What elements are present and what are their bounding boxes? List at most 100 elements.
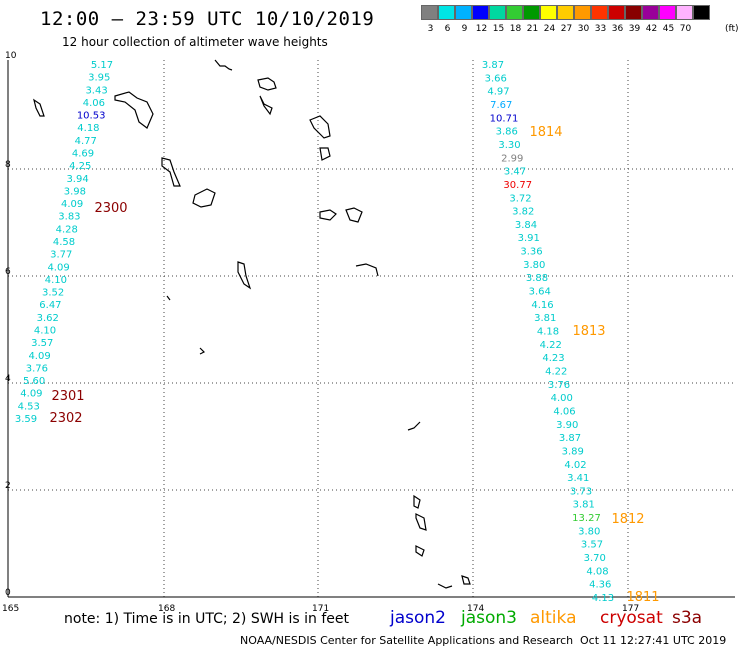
colorbar-label: 36 bbox=[611, 24, 624, 34]
map-title: 12:00 – 23:59 UTC 10/10/2019 bbox=[40, 8, 375, 30]
wave-height-value: 4.00 bbox=[551, 393, 573, 404]
pass-time-label: 1812 bbox=[611, 512, 644, 527]
wave-height-value: 4.06 bbox=[553, 406, 575, 417]
wave-height-value: 3.88 bbox=[526, 273, 548, 284]
wave-height-value: 4.10 bbox=[45, 275, 67, 286]
pass-time-label: 2302 bbox=[49, 411, 82, 426]
wave-height-value: 3.72 bbox=[509, 193, 531, 204]
wave-height-value: 2.99 bbox=[501, 153, 523, 164]
island-outline bbox=[166, 295, 171, 301]
legend-jason2: jason2 bbox=[390, 608, 446, 628]
lat-tick-label: 2 bbox=[5, 481, 11, 491]
pass-time-label: 2300 bbox=[94, 201, 127, 216]
colorbar-label: 21 bbox=[526, 24, 539, 34]
colorbar-label: 18 bbox=[509, 24, 522, 34]
wave-height-value: 10.53 bbox=[77, 111, 106, 122]
wave-height-value: 3.80 bbox=[578, 526, 600, 537]
pass-time-labels: 2300 2301 2302 1814 1813 1812 1811 bbox=[49, 125, 659, 605]
colorbar-swatch bbox=[489, 5, 506, 20]
island-outline bbox=[437, 583, 453, 589]
island-outline bbox=[345, 207, 363, 223]
wave-height-value: 4.36 bbox=[589, 580, 611, 591]
wave-height-value: 3.41 bbox=[567, 473, 589, 484]
wave-height-value: 3.89 bbox=[562, 446, 584, 457]
wave-height-value: 4.09 bbox=[61, 199, 83, 210]
wave-height-value: 4.97 bbox=[487, 87, 509, 98]
colorbar-swatch bbox=[421, 5, 438, 20]
wave-height-value: 4.25 bbox=[69, 161, 91, 172]
island-outline bbox=[199, 347, 206, 355]
island-outline bbox=[259, 95, 273, 116]
wave-height-value: 3.76 bbox=[26, 363, 48, 374]
wave-height-value: 4.58 bbox=[53, 237, 75, 248]
island-outline bbox=[114, 91, 154, 129]
wave-height-value: 3.84 bbox=[515, 220, 537, 231]
island-outline bbox=[33, 98, 45, 117]
wave-height-value: 5.17 bbox=[91, 60, 113, 71]
generated-timestamp: Oct 11 12:27:41 UTC 2019 bbox=[580, 634, 727, 647]
island-outline bbox=[407, 421, 421, 431]
colorbar-swatch bbox=[659, 5, 676, 20]
legend-s3a: s3a bbox=[672, 608, 703, 628]
wave-height-value: 6.47 bbox=[39, 300, 61, 311]
legend-altika: altika bbox=[530, 608, 577, 628]
colorbar-swatch bbox=[540, 5, 557, 20]
island-outline bbox=[237, 261, 252, 290]
wave-height-value: 3.43 bbox=[85, 85, 107, 96]
wave-height-value: 4.28 bbox=[56, 224, 78, 235]
map-subtitle: 12 hour collection of altimeter wave hei… bbox=[62, 35, 328, 49]
lon-tick-label: 174 bbox=[467, 604, 484, 614]
wave-height-value: 3.81 bbox=[534, 313, 556, 324]
lat-tick-label: 4 bbox=[5, 374, 11, 384]
wave-height-value: 4.06 bbox=[83, 98, 105, 109]
colorbar-label: 42 bbox=[645, 24, 658, 34]
wave-height-value: 4.09 bbox=[28, 351, 50, 362]
pass-time-label: 1811 bbox=[626, 590, 659, 605]
colorbar-swatch bbox=[608, 5, 625, 20]
wave-height-value: 30.77 bbox=[503, 180, 532, 191]
wave-height-value: 3.30 bbox=[498, 140, 520, 151]
wave-height-value: 4.23 bbox=[542, 353, 564, 364]
wave-height-value: 4.09 bbox=[20, 389, 42, 400]
wave-height-value: 3.91 bbox=[518, 233, 540, 244]
island-outline bbox=[355, 263, 379, 277]
wave-height-value: 3.76 bbox=[548, 380, 570, 391]
wave-height-value: 3.86 bbox=[496, 127, 518, 138]
wave-height-value: 4.08 bbox=[586, 566, 608, 577]
colorbar-swatch bbox=[455, 5, 472, 20]
wave-height-value: 10.71 bbox=[490, 113, 519, 124]
colorbar-label: 27 bbox=[560, 24, 573, 34]
colorbar-swatch bbox=[506, 5, 523, 20]
units-note: note: 1) Time is in UTC; 2) SWH is in fe… bbox=[64, 611, 350, 627]
island-outline bbox=[192, 188, 216, 208]
wave-height-value: 3.87 bbox=[559, 433, 581, 444]
island-outline bbox=[309, 115, 331, 139]
colorbar-swatch bbox=[438, 5, 455, 20]
lon-tick-label: 177 bbox=[622, 604, 639, 614]
wave-height-value: 3.87 bbox=[482, 60, 504, 71]
lat-tick-label: 0 bbox=[5, 588, 11, 598]
wave-height-value: 4.69 bbox=[72, 149, 94, 160]
wave-height-value: 4.16 bbox=[531, 300, 553, 311]
wave-height-value: 3.95 bbox=[88, 73, 110, 84]
colorbar-label: 6 bbox=[444, 24, 451, 34]
pass-time-label: 1813 bbox=[572, 324, 605, 339]
wave-height-value: 3.64 bbox=[529, 287, 551, 298]
wave-height-value: 3.81 bbox=[573, 500, 595, 511]
wave-height-value: 3.57 bbox=[581, 540, 603, 551]
island-outline bbox=[415, 513, 427, 531]
wave-height-value: 4.13 bbox=[592, 593, 614, 604]
colorbar-swatch bbox=[693, 5, 710, 20]
wave-height-value: 5.60 bbox=[23, 376, 45, 387]
lon-tick-label: 168 bbox=[158, 604, 175, 614]
wave-height-value: 3.59 bbox=[15, 414, 37, 425]
colorbar-label: 33 bbox=[594, 24, 607, 34]
wave-height-value: 3.57 bbox=[31, 338, 53, 349]
colorbar-swatch bbox=[642, 5, 659, 20]
lon-tick-label: 165 bbox=[2, 604, 19, 614]
colorbar-label: 30 bbox=[577, 24, 590, 34]
island-outline bbox=[161, 157, 181, 187]
wave-height-value: 3.94 bbox=[66, 174, 88, 185]
legend-cryosat: cryosat bbox=[600, 608, 663, 628]
